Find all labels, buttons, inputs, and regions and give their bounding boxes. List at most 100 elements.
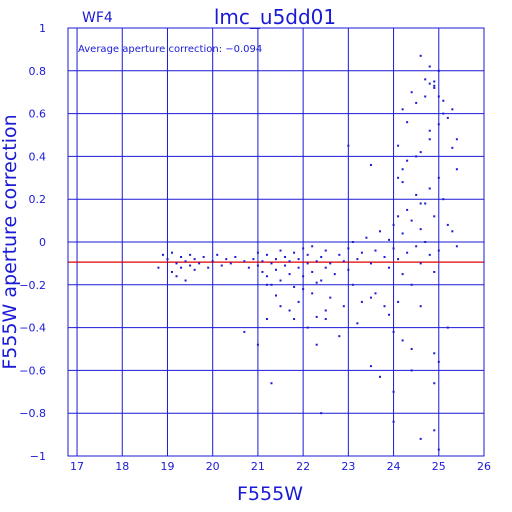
- data-point: [265, 318, 268, 321]
- data-point: [293, 251, 296, 254]
- data-point: [315, 315, 318, 318]
- data-point: [171, 251, 173, 254]
- data-point: [356, 258, 359, 261]
- data-point: [419, 202, 422, 205]
- data-point: [333, 273, 336, 276]
- data-point: [442, 112, 445, 115]
- y-axis-label: F555W aperture correction: [0, 114, 21, 369]
- data-point: [234, 255, 237, 258]
- data-point: [369, 365, 372, 368]
- data-point: [275, 258, 277, 261]
- data-point: [279, 249, 282, 252]
- data-point: [306, 262, 309, 265]
- data-point: [410, 219, 413, 222]
- data-point: [437, 176, 440, 179]
- data-point: [356, 322, 359, 325]
- data-point: [275, 294, 277, 297]
- data-point: [437, 95, 440, 98]
- x-tick-label: 25: [432, 460, 446, 473]
- data-point: [392, 330, 395, 333]
- data-point: [415, 245, 418, 248]
- data-point: [193, 268, 196, 271]
- data-point: [270, 382, 273, 385]
- panel-label: WF4: [82, 10, 113, 26]
- data-point: [189, 264, 192, 267]
- data-point: [401, 108, 404, 111]
- data-point: [369, 163, 372, 166]
- data-point: [351, 283, 354, 286]
- data-point: [202, 255, 205, 258]
- data-point: [320, 412, 323, 415]
- average-correction-annotation: Average aperture correction: −0.094: [78, 44, 262, 55]
- data-point: [428, 187, 431, 190]
- data-point: [302, 288, 305, 291]
- x-tick-label: 23: [341, 460, 355, 473]
- data-point: [360, 251, 363, 254]
- data-point: [311, 270, 314, 273]
- data-point: [288, 273, 291, 276]
- data-point: [270, 262, 273, 265]
- data-point: [171, 270, 173, 273]
- data-point: [424, 78, 427, 81]
- data-point: [279, 279, 282, 282]
- chart-title: lmc_u5dd01: [214, 5, 336, 29]
- data-point: [184, 279, 187, 282]
- data-point: [193, 258, 196, 261]
- data-point: [428, 82, 431, 85]
- data-point: [261, 270, 264, 273]
- data-point: [401, 181, 404, 184]
- data-point: [428, 138, 431, 141]
- x-tick-label: 26: [477, 460, 491, 473]
- data-point: [419, 228, 422, 231]
- data-point: [406, 208, 409, 211]
- data-point: [175, 262, 178, 265]
- data-point: [419, 262, 422, 265]
- data-point: [455, 168, 458, 171]
- data-point: [455, 138, 458, 141]
- data-point: [437, 123, 440, 126]
- data-point: [392, 420, 395, 423]
- data-point: [410, 283, 413, 286]
- data-point: [433, 270, 436, 273]
- data-point: [419, 151, 422, 154]
- data-point: [243, 330, 246, 333]
- x-tick-label: 18: [115, 460, 129, 473]
- data-point: [247, 266, 250, 269]
- x-tick-labels: 17 18 19 20 21 22 23 24 25 26: [70, 460, 491, 473]
- x-tick-label: 17: [70, 460, 84, 473]
- data-point: [306, 326, 309, 329]
- data-point: [306, 253, 309, 256]
- data-point: [397, 144, 400, 147]
- plot-frame: [67, 27, 485, 457]
- data-point: [424, 95, 427, 98]
- data-point: [424, 202, 427, 205]
- data-point: [406, 121, 409, 124]
- x-tick-label: 20: [206, 460, 220, 473]
- x-tick-label: 24: [387, 460, 401, 473]
- y-tick-labels: −1 −0.8 −0.6 −0.4 −0.2 0 0.2 0.4 0.6 0.8 1: [19, 22, 46, 463]
- data-point: [383, 255, 386, 258]
- data-point: [311, 292, 314, 295]
- data-point: [374, 249, 377, 252]
- data-point: [320, 279, 323, 282]
- data-point: [216, 253, 219, 256]
- data-point: [324, 249, 327, 252]
- data-point: [342, 260, 345, 263]
- data-point: [225, 258, 228, 261]
- x-tick-label: 21: [251, 460, 265, 473]
- data-point: [347, 144, 350, 147]
- data-point: [288, 260, 291, 263]
- data-point: [293, 285, 296, 288]
- data-point: [437, 448, 440, 451]
- data-point: [184, 260, 187, 263]
- data-point: [424, 241, 427, 243]
- y-tick-label: 0.2: [29, 193, 47, 206]
- data-point: [320, 255, 323, 258]
- data-point: [284, 264, 287, 267]
- data-point: [265, 275, 268, 278]
- data-point: [198, 262, 201, 265]
- data-point: [428, 253, 431, 256]
- data-point: [410, 348, 413, 350]
- y-tick-label: −0.4: [19, 322, 46, 335]
